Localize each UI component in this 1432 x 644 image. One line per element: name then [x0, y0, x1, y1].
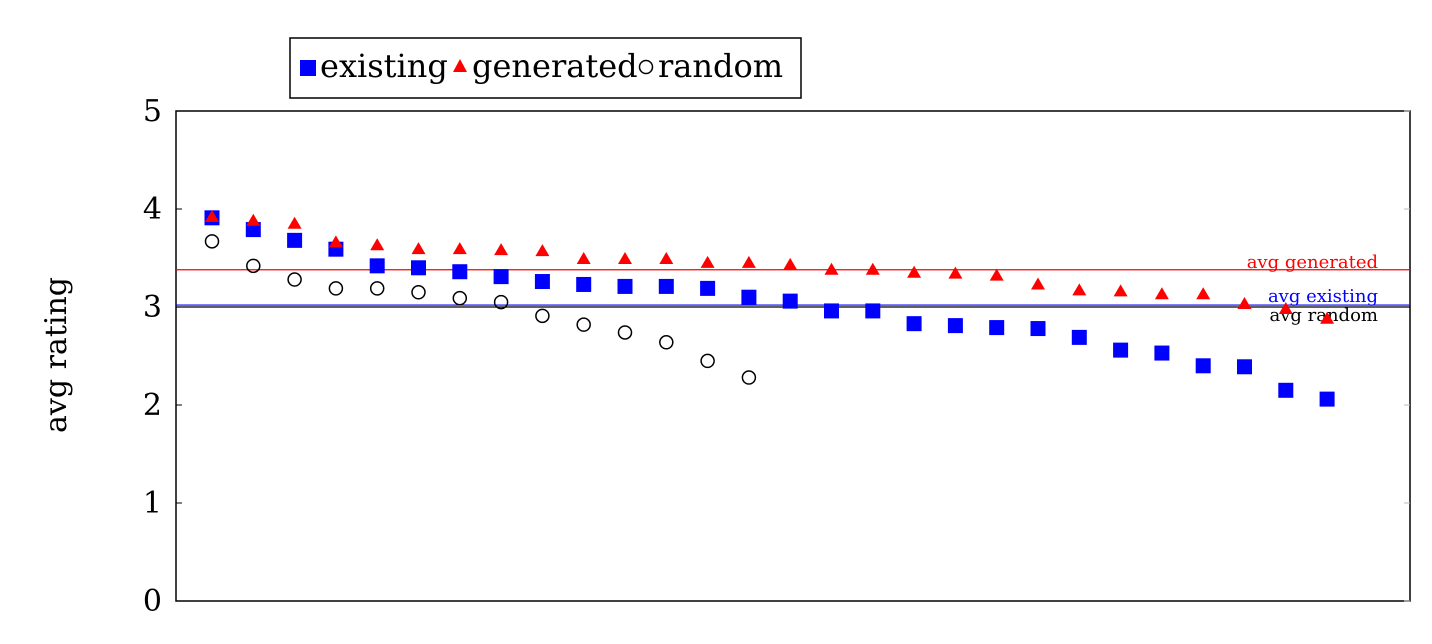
- legend-marker-random: [638, 59, 654, 75]
- point-existing: [989, 320, 1005, 336]
- point-existing: [1319, 391, 1335, 407]
- point-generated: [576, 251, 591, 264]
- legend-label-random: random: [658, 47, 783, 85]
- point-existing: [369, 258, 385, 274]
- data-marks: [204, 209, 1335, 407]
- point-generated: [1237, 297, 1252, 310]
- point-existing: [658, 278, 674, 294]
- reference-line-label: avg existing: [1268, 286, 1378, 307]
- legend-marker-generated: [453, 59, 467, 72]
- point-existing: [700, 280, 716, 296]
- point-existing: [1278, 382, 1294, 398]
- point-existing: [1154, 345, 1170, 361]
- legend: existing generated random: [289, 37, 802, 99]
- point-existing: [947, 318, 963, 334]
- point-random: [328, 281, 344, 296]
- point-random: [204, 234, 220, 249]
- point-generated: [411, 242, 426, 255]
- point-existing: [245, 222, 261, 238]
- point-generated: [741, 255, 756, 268]
- point-existing: [865, 303, 881, 319]
- point-generated: [783, 257, 798, 270]
- point-generated: [700, 255, 715, 268]
- point-random: [246, 258, 261, 274]
- legend-box: [289, 37, 802, 99]
- point-existing: [1113, 342, 1129, 358]
- point-random: [287, 272, 302, 287]
- y-axis-title: avg rating: [39, 277, 74, 433]
- point-existing: [287, 232, 303, 248]
- y-tick-label: 1: [143, 486, 162, 521]
- point-existing: [906, 316, 922, 332]
- y-tick-label: 2: [143, 388, 162, 423]
- y-tick-label: 4: [143, 192, 162, 227]
- point-generated: [1154, 287, 1169, 300]
- y-tick-label: 3: [143, 290, 162, 325]
- point-generated: [205, 209, 219, 222]
- point-generated: [824, 262, 839, 275]
- point-generated: [287, 216, 302, 229]
- point-generated: [907, 265, 922, 278]
- y-tick-label: 5: [143, 94, 162, 129]
- point-random: [369, 281, 385, 296]
- point-random: [535, 308, 550, 324]
- point-random: [452, 290, 468, 306]
- point-existing: [1030, 321, 1046, 337]
- point-existing: [741, 289, 757, 305]
- point-generated: [989, 268, 1004, 281]
- point-generated: [1196, 287, 1211, 300]
- legend-marker-existing: [300, 60, 316, 76]
- point-generated: [535, 244, 550, 257]
- legend-label-existing: existing: [320, 47, 448, 85]
- point-existing: [824, 303, 839, 319]
- point-generated: [1072, 283, 1087, 296]
- point-existing: [452, 264, 468, 280]
- point-random: [576, 317, 591, 332]
- reference-line-label: avg random: [1269, 305, 1378, 326]
- point-generated: [865, 262, 880, 275]
- legend-label-generated: generated: [472, 47, 638, 85]
- point-generated: [1031, 277, 1045, 290]
- point-existing: [782, 293, 798, 309]
- point-existing: [576, 276, 592, 292]
- point-generated: [618, 251, 632, 264]
- point-random: [659, 335, 674, 350]
- point-existing: [493, 269, 509, 285]
- point-random: [493, 294, 509, 310]
- point-existing: [1237, 359, 1252, 375]
- point-random: [741, 370, 757, 385]
- point-generated: [370, 238, 385, 251]
- point-existing: [411, 260, 426, 276]
- point-generated: [659, 251, 674, 264]
- point-random: [700, 353, 715, 369]
- y-tick-label: 0: [143, 584, 162, 619]
- reference-line-label: avg generated: [1247, 252, 1378, 273]
- point-existing: [534, 274, 550, 290]
- point-generated: [1113, 284, 1128, 297]
- point-generated: [246, 213, 261, 226]
- plot-frame: [175, 110, 1411, 602]
- point-generated: [948, 266, 963, 279]
- point-random: [617, 325, 633, 340]
- y-axis: 0 1 2 3 4 5: [143, 94, 1410, 619]
- point-generated: [328, 235, 343, 248]
- point-existing: [1195, 358, 1211, 374]
- point-generated: [1320, 311, 1335, 324]
- point-existing: [1071, 329, 1087, 345]
- point-generated: [452, 242, 467, 255]
- point-generated: [1278, 301, 1293, 314]
- point-existing: [617, 278, 633, 294]
- point-random: [411, 285, 426, 300]
- point-generated: [494, 243, 509, 256]
